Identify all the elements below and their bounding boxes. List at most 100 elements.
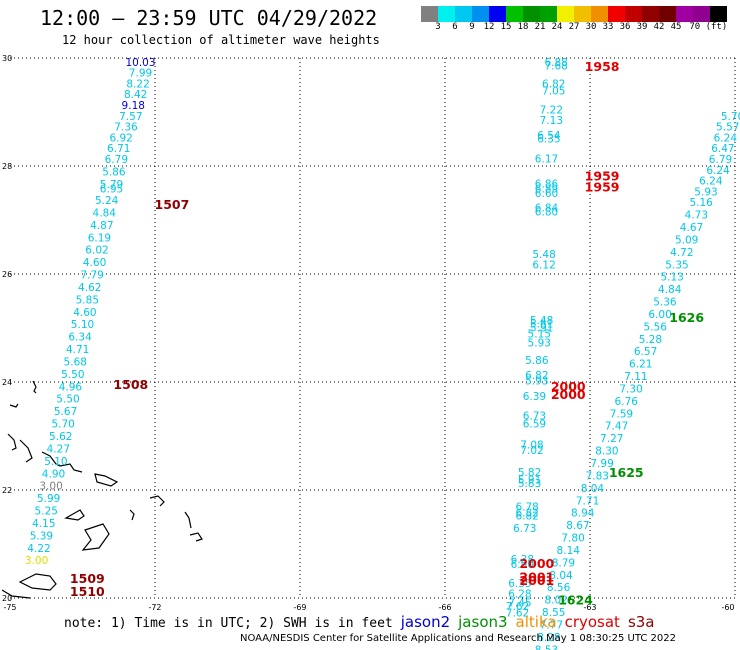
swh-value: 5.61	[530, 319, 553, 331]
pass-time-label: 1509	[70, 571, 105, 586]
swh-value: 5.70	[51, 419, 74, 431]
color-swatch	[523, 6, 540, 22]
swh-value: 5.70	[721, 111, 740, 123]
swh-value: 6.00	[648, 309, 671, 321]
swh-value: 5.62	[49, 431, 72, 443]
island-outline	[19, 439, 33, 463]
credit-footer: NOAA/NESDIS Center for Satellite Applica…	[240, 633, 676, 644]
lon-tick-label: -75	[3, 603, 16, 612]
pass-time-labels: 1958195919592000200020002001200115071508…	[70, 59, 704, 608]
scale-label: 15	[500, 22, 512, 32]
island-outline	[18, 573, 57, 591]
swh-value: 6.35	[508, 578, 531, 590]
swh-value: 7.99	[129, 68, 152, 80]
pass-time-label: 2001	[519, 573, 554, 588]
swh-value: 6.24	[714, 132, 738, 144]
swh-value: 7.02	[520, 445, 543, 457]
color-swatch	[421, 6, 438, 22]
satellite-legend-s3a: s3a	[627, 613, 655, 631]
scale-label: 70 (ft)	[689, 22, 728, 32]
swh-value: 6.47	[711, 143, 734, 155]
satellite-legend-jason3: jason3	[458, 613, 508, 631]
swh-value: 5.15	[528, 328, 551, 340]
swh-value: 6.38	[511, 554, 534, 566]
swh-value: 6.71	[107, 143, 130, 155]
lat-tick-label: 24	[2, 378, 12, 387]
swh-value: 4.73	[685, 210, 708, 222]
color-swatch	[608, 6, 625, 22]
swh-value: 7.79	[80, 270, 103, 282]
swh-value: 5.57	[716, 122, 739, 134]
swh-value: 4.15	[32, 518, 55, 530]
lon-tick-label: -69	[293, 603, 306, 612]
swh-value: 5.28	[639, 334, 662, 346]
swh-value: 4.87	[90, 220, 113, 232]
swh-value: 6.79	[709, 154, 732, 166]
swh-value: 5.50	[61, 369, 84, 381]
scale-label: 42	[653, 22, 665, 32]
color-swatch	[472, 6, 489, 22]
swh-value: 5.82	[518, 467, 541, 479]
swh-value: 8.79	[552, 557, 575, 569]
scale-label: 30	[585, 22, 597, 32]
swh-value: 6.76	[615, 396, 639, 408]
swh-value: 5.36	[653, 297, 677, 309]
swh-value: 6.28	[508, 589, 531, 601]
swh-value: 6.19	[88, 232, 111, 244]
scale-label: 3	[435, 22, 441, 32]
scale-label: 12	[483, 22, 495, 32]
lon-tick-label: -60	[721, 603, 734, 612]
swh-value: 8.04	[581, 483, 605, 495]
island-outline	[1, 589, 31, 599]
swh-labels: 10.037.998.228.429.187.577.366.926.716.7…	[25, 57, 740, 650]
island-outline	[129, 509, 135, 521]
swh-value: 3.00	[39, 481, 62, 493]
color-swatch	[693, 6, 710, 22]
scale-label: 18	[517, 22, 529, 32]
scale-label: 33	[602, 22, 614, 32]
pass-time-label: 1959	[585, 169, 620, 184]
color-swatch	[625, 6, 642, 22]
axis-ticks: 30 28 26 24 22 20-75 -72 -69 -66 -63 -60	[2, 54, 735, 612]
swh-value: 5.86	[525, 355, 549, 367]
swh-value: 6.82	[515, 510, 538, 522]
island-outline	[94, 473, 119, 487]
scale-label: 6	[452, 22, 458, 32]
swh-value: 7.27	[600, 433, 623, 445]
lat-tick-label: 22	[2, 486, 12, 495]
swh-value: 6.82	[542, 78, 565, 90]
satellite-legend-jason2: jason2	[400, 613, 451, 631]
island-outline	[64, 509, 85, 521]
swh-value: 8.30	[595, 446, 618, 458]
lon-tick-label: -66	[438, 603, 451, 612]
swh-value: 6.59	[523, 419, 546, 431]
pass-time-label: 1958	[585, 59, 620, 74]
swh-value: 6.82	[525, 370, 548, 382]
map-subtitle: 12 hour collection of altimeter wave hei…	[62, 33, 380, 47]
island-outline	[41, 451, 83, 473]
swh-value: 6.24	[699, 176, 723, 188]
swh-value: 4.90	[42, 468, 65, 480]
swh-value: 5.39	[30, 530, 53, 542]
swh-value: 7.11	[624, 371, 647, 383]
color-swatch	[574, 6, 591, 22]
swh-value: 6.82	[515, 508, 538, 520]
color-swatch	[642, 6, 659, 22]
map-title: 12:00 – 23:59 UTC 04/29/2022	[40, 6, 378, 30]
swh-value: 7.83	[586, 470, 609, 482]
satellite-legend-altika: altika	[515, 613, 557, 631]
island-outline	[81, 523, 110, 551]
swh-value: 6.90	[511, 559, 534, 571]
swh-value: 6.95	[100, 184, 123, 196]
swh-value: 5.68	[64, 356, 87, 368]
swh-value: 6.12	[532, 259, 555, 271]
swh-value: 5.56	[644, 321, 668, 333]
swh-value: 5.48	[532, 249, 555, 261]
swh-value: 6.79	[105, 154, 128, 166]
color-swatch	[557, 6, 574, 22]
swh-value: 5.25	[35, 506, 58, 518]
pass-time-label: 1510	[70, 584, 105, 599]
swh-value: 8.56	[547, 582, 571, 594]
island-outline	[32, 380, 37, 394]
swh-value: 5.13	[660, 272, 683, 284]
